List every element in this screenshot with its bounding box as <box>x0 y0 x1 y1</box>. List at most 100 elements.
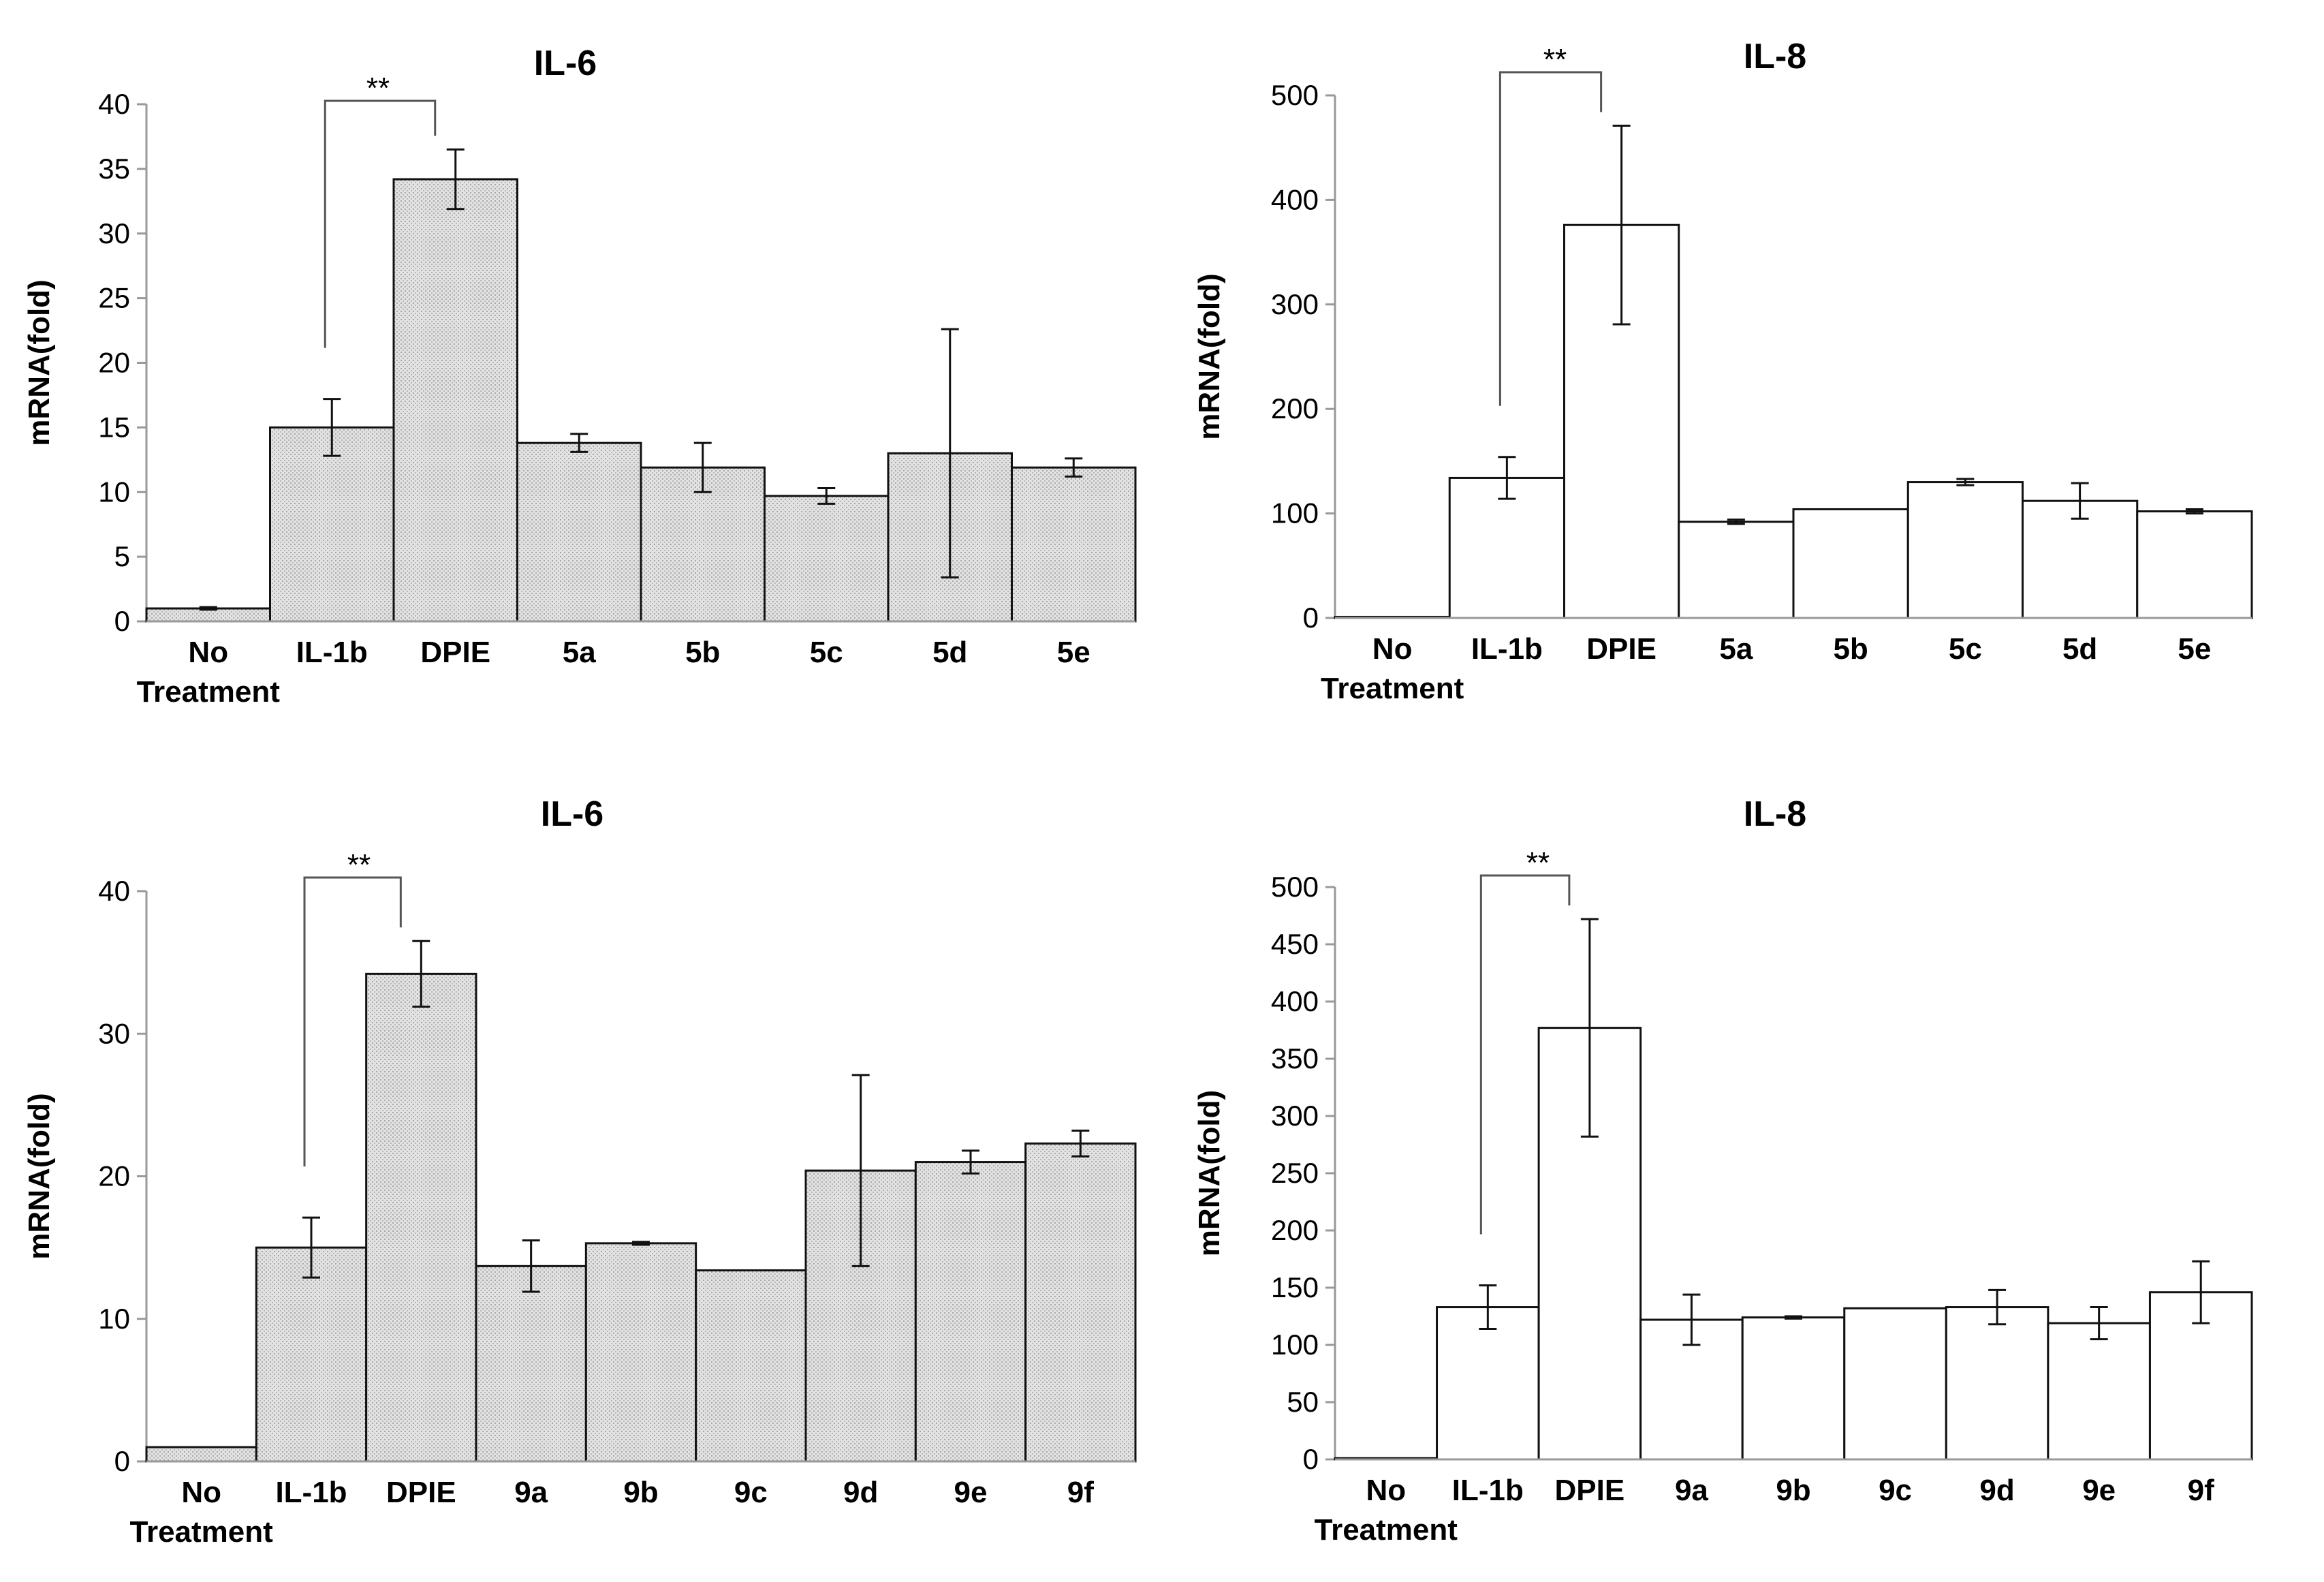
y-axis-label: mRNA(fold) <box>22 1093 56 1259</box>
bar <box>2047 1322 2151 1461</box>
y-tick-label: 40 <box>98 88 130 120</box>
y-tick-label: 500 <box>1271 871 1319 903</box>
category-label: 9c <box>734 1476 768 1509</box>
y-tick-label: 5 <box>114 540 130 572</box>
bar <box>1741 1316 1846 1461</box>
category-label: 5e <box>2178 632 2211 666</box>
significance-label: ** <box>366 72 390 105</box>
bar <box>365 972 477 1463</box>
y-tick-label: 30 <box>98 217 130 249</box>
bar <box>695 1269 807 1463</box>
bar <box>475 1265 587 1463</box>
category-label: IL-1b <box>296 636 368 669</box>
bar <box>584 1242 697 1463</box>
category-label: DPIE <box>420 636 490 669</box>
chart-il8-series-9: IL-8 mRNA(fold) 0 50 100 150 200 250 300 350 400 45… <box>1193 794 2253 1547</box>
y-tick-label: 35 <box>98 153 130 185</box>
significance-label: ** <box>347 848 371 882</box>
bar <box>269 426 395 623</box>
category-label: 9b <box>623 1476 658 1509</box>
category-label: 5b <box>1833 632 1868 666</box>
y-tick-label: 100 <box>1271 1329 1319 1361</box>
y-tick-label: 200 <box>1271 392 1319 424</box>
bar <box>392 178 518 623</box>
category-label: 9e <box>2082 1474 2116 1507</box>
y-tick-label: 0 <box>1303 602 1319 634</box>
bar <box>1792 508 1909 619</box>
significance-bracket <box>1498 71 1603 406</box>
y-tick-label: 100 <box>1271 497 1319 529</box>
bar <box>255 1246 368 1463</box>
bar <box>1678 521 1795 619</box>
y-axis-label: mRNA(fold) <box>1193 273 1226 439</box>
significance-bracket <box>1479 874 1571 1235</box>
category-label: IL-1b <box>1452 1474 1524 1507</box>
category-label: 5d <box>932 636 967 669</box>
category-label: No Treatment <box>137 636 281 709</box>
chart-il6-series-5: IL-6 mRNA(fold) 0 5 10 15 20 25 30 35 40 No Treatmen… <box>22 44 1137 709</box>
category-label: DPIE <box>1555 1474 1625 1507</box>
bar <box>1945 1306 2050 1461</box>
chart-title: IL-6 <box>541 794 603 834</box>
significance-bracket <box>303 876 402 1167</box>
category-label: 9d <box>843 1476 878 1509</box>
chart-title: IL-8 <box>1744 37 1806 76</box>
bar <box>1906 481 2024 619</box>
y-tick-label: 10 <box>98 476 130 508</box>
category-label: IL-1b <box>275 1476 347 1509</box>
category-label: 5c <box>1949 632 1982 666</box>
bar <box>1436 1306 1540 1461</box>
category-label: 5e <box>1057 636 1090 669</box>
y-tick-label: 300 <box>1271 288 1319 320</box>
category-label: 9b <box>1776 1474 1810 1507</box>
category-label: 9f <box>2188 1474 2214 1507</box>
y-tick-label: 300 <box>1271 1100 1319 1132</box>
chart-title: IL-8 <box>1744 794 1806 834</box>
y-tick-label: 30 <box>98 1017 130 1049</box>
bar <box>2022 499 2139 619</box>
category-label: 9a <box>514 1476 548 1509</box>
bar <box>914 1161 1027 1463</box>
y-tick-label: 20 <box>98 347 130 379</box>
y-tick-label: 500 <box>1271 79 1319 111</box>
significance-label: ** <box>1543 43 1567 76</box>
category-label: DPIE <box>386 1476 456 1509</box>
y-tick-label: 10 <box>98 1303 130 1335</box>
category-label: 9e <box>954 1476 988 1509</box>
y-tick-label: 350 <box>1271 1042 1319 1074</box>
category-label: IL-1b <box>1471 632 1543 666</box>
bar <box>145 1446 257 1463</box>
category-label: 9f <box>1067 1476 1094 1509</box>
chart-il8-series-5: IL-8 mRNA(fold) 0 100 200 300 400 500 No Treatmen… <box>1193 37 2253 705</box>
y-tick-label: 250 <box>1271 1157 1319 1189</box>
bar <box>1011 466 1137 623</box>
y-tick-label: 400 <box>1271 183 1319 215</box>
y-tick-label: 400 <box>1271 985 1319 1017</box>
y-tick-label: 150 <box>1271 1271 1319 1303</box>
significance-label: ** <box>1526 846 1550 880</box>
category-label: 5a <box>563 636 596 669</box>
bar <box>1843 1307 1947 1461</box>
bar <box>2136 510 2253 619</box>
y-tick-label: 0 <box>114 1445 130 1477</box>
y-axis-label: mRNA(fold) <box>1193 1090 1226 1256</box>
y-tick-label: 200 <box>1271 1214 1319 1246</box>
y-tick-label: 40 <box>98 875 130 907</box>
y-tick-label: 50 <box>1287 1386 1319 1418</box>
bar <box>764 495 890 623</box>
category-label: No Treatment <box>1321 632 1464 705</box>
category-label: No Treatment <box>130 1476 274 1549</box>
y-tick-label: 0 <box>1303 1443 1319 1475</box>
y-tick-label: 0 <box>114 605 130 637</box>
category-label: 5c <box>810 636 843 669</box>
y-tick-label: 450 <box>1271 928 1319 960</box>
category-label: DPIE <box>1586 632 1656 666</box>
category-label: 9c <box>1879 1474 1912 1507</box>
significance-bracket <box>324 99 437 348</box>
y-axis-label: mRNA(fold) <box>22 279 56 446</box>
category-label: 5b <box>685 636 720 669</box>
category-label: No Treatment <box>1315 1474 1458 1547</box>
category-label: 5a <box>1719 632 1753 666</box>
y-tick-label: 20 <box>98 1160 130 1192</box>
